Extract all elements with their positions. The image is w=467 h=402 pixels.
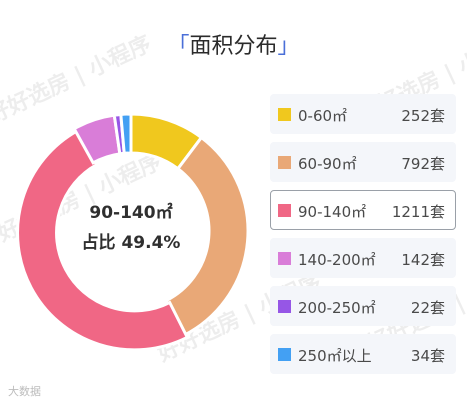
legend-item[interactable]: 250㎡以上 34套 <box>270 334 456 374</box>
legend-value: 1211套 <box>391 203 445 221</box>
slice-90-140㎡[interactable] <box>16 128 190 352</box>
legend-label: 200-250㎡ <box>298 299 376 317</box>
legend-label: 90-140㎡ <box>298 203 367 221</box>
legend-swatch <box>278 300 291 313</box>
legend-value: 252套 <box>401 107 445 125</box>
legend: 0-60㎡ 252套 60-90㎡ 792套 90-140㎡ 1211套 140-200㎡ 1… <box>270 94 456 382</box>
legend-swatch <box>278 204 291 217</box>
legend-item[interactable]: 60-90㎡ 792套 <box>270 142 456 182</box>
legend-label: 250㎡以上 <box>298 347 372 365</box>
donut-chart <box>16 112 250 352</box>
legend-label: 140-200㎡ <box>298 251 376 269</box>
legend-swatch <box>278 252 291 265</box>
legend-label: 60-90㎡ <box>298 155 357 173</box>
legend-item[interactable]: 0-60㎡ 252套 <box>270 94 456 134</box>
legend-swatch <box>278 156 291 169</box>
legend-swatch <box>278 348 291 361</box>
title-text: 面积分布 <box>189 34 278 59</box>
legend-value: 142套 <box>401 251 445 269</box>
center-range: 90-140㎡ <box>89 203 173 223</box>
legend-item[interactable]: 90-140㎡ 1211套 <box>270 190 456 230</box>
center-label: 90-140㎡ 占比 49.4% <box>56 198 206 258</box>
title-close-quote: 」 <box>277 34 300 59</box>
slice-60-90㎡[interactable] <box>164 135 250 338</box>
legend-swatch <box>278 108 291 121</box>
legend-value: 792套 <box>401 155 445 173</box>
chart-title: 「面积分布」 <box>0 28 467 60</box>
center-share: 占比 49.4% <box>81 233 181 253</box>
title-open-quote: 「 <box>167 34 190 59</box>
legend-label: 0-60㎡ <box>298 107 348 125</box>
legend-item[interactable]: 200-250㎡ 22套 <box>270 286 456 326</box>
slice-250㎡以上[interactable] <box>119 112 133 155</box>
legend-item[interactable]: 140-200㎡ 142套 <box>270 238 456 278</box>
credit-text: 大数据 <box>8 385 41 398</box>
legend-value: 34套 <box>410 347 445 365</box>
legend-value: 22套 <box>410 299 445 317</box>
